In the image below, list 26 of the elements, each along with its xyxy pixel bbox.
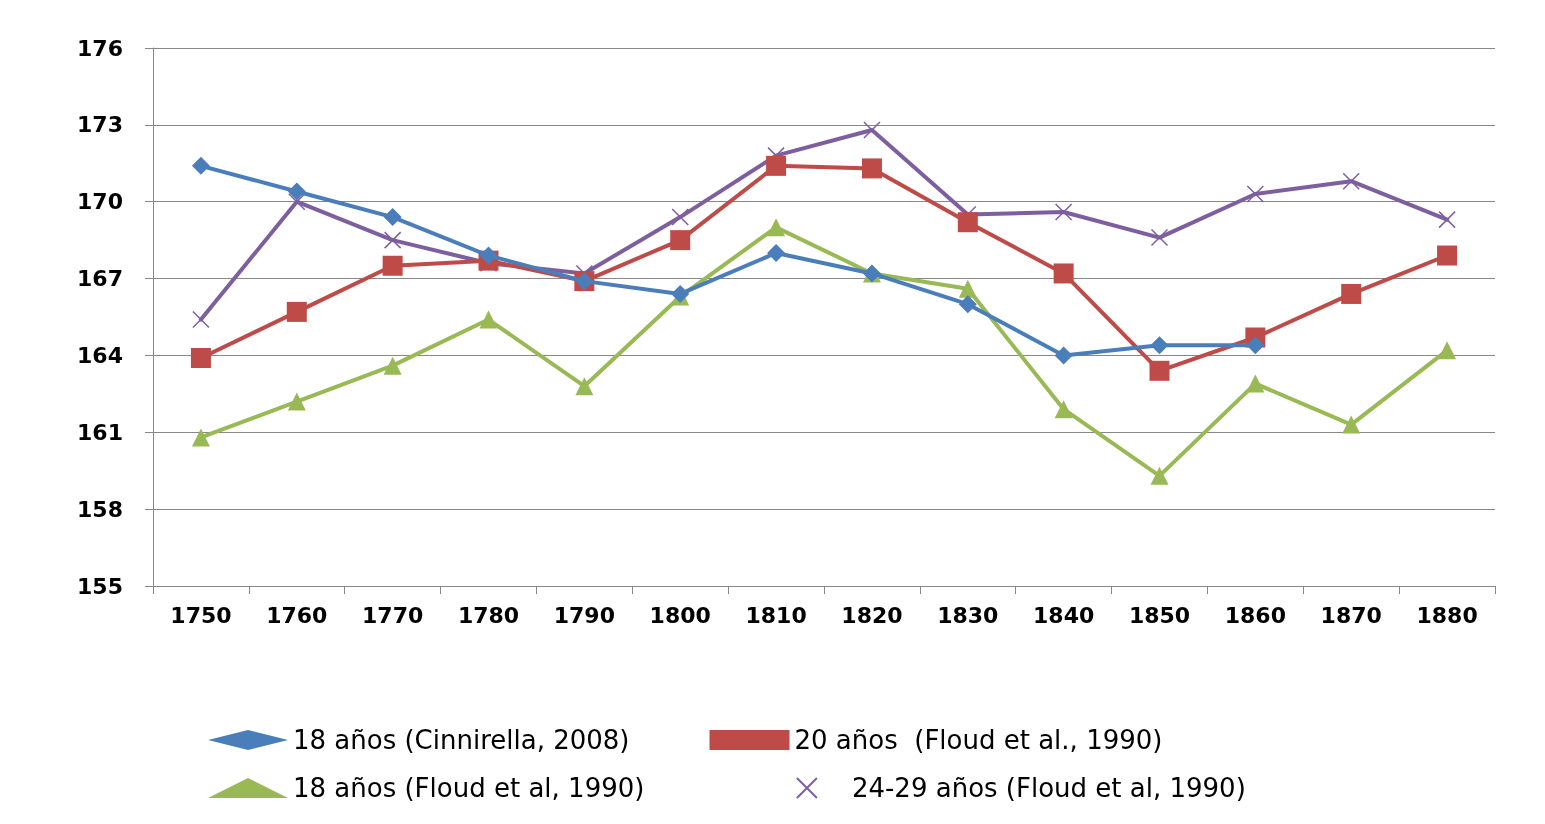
- x-tick-label: 1850: [1128, 602, 1191, 628]
- y-tick-label: 176: [77, 35, 123, 61]
- y-tick-label: 170: [77, 189, 123, 215]
- y-tick-label: 158: [77, 496, 123, 522]
- y-tick-label: 161: [77, 419, 123, 445]
- x-tick-label: 1810: [745, 602, 807, 628]
- legend-label: 18 años (Floud et al, 1990): [293, 773, 645, 803]
- legend-label: 24-29 años (Floud et al, 1990): [851, 773, 1246, 803]
- x-tick-label: 1770: [362, 602, 424, 628]
- x-tick-label: 1760: [266, 602, 328, 628]
- legend-label: 20 años (Floud et al., 1990): [794, 725, 1163, 755]
- x-tick-label: 1750: [170, 602, 232, 628]
- x-tick-label: 1860: [1224, 602, 1286, 628]
- x-tick-label: 1820: [841, 602, 903, 628]
- x-tick-label: 1830: [937, 602, 999, 628]
- x-tick-label: 1870: [1320, 602, 1382, 628]
- x-tick-label: 1800: [649, 602, 711, 628]
- x-tick-label: 1790: [553, 602, 615, 628]
- legend-label: 18 años (Cinnirella, 2008): [293, 725, 630, 755]
- y-tick-label: 164: [77, 342, 123, 368]
- y-tick-label: 167: [77, 266, 123, 292]
- x-tick-label: 1840: [1033, 602, 1095, 628]
- x-tick-label: 1880: [1416, 602, 1478, 628]
- y-tick-label: 173: [77, 112, 123, 138]
- y-tick-label: 155: [77, 573, 123, 599]
- x-tick-label: 1780: [457, 602, 520, 628]
